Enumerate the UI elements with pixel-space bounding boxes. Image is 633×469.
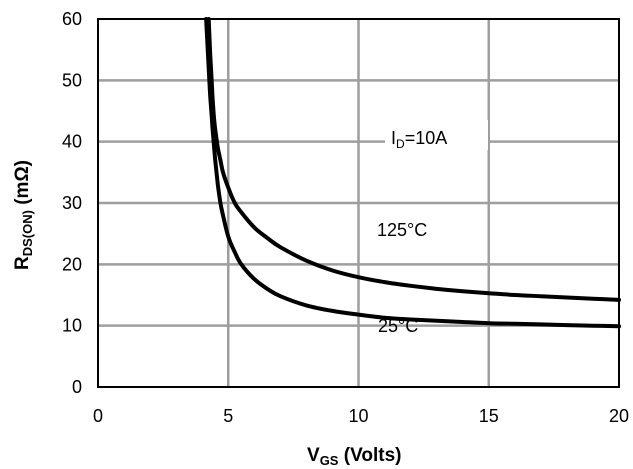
tick-labels: 0 5 10 15 20 0 10 20 30 40 50 60 bbox=[62, 9, 629, 426]
condition-label-background bbox=[385, 120, 488, 150]
y-tick-label: 60 bbox=[62, 9, 82, 29]
gridlines bbox=[98, 19, 619, 387]
condition-label: ID=10A bbox=[391, 128, 447, 151]
x-axis-title: VGS (Volts) bbox=[307, 445, 401, 468]
x-tick-label: 20 bbox=[609, 406, 629, 426]
y-tick-label: 40 bbox=[62, 132, 82, 152]
x-tick-label: 5 bbox=[223, 406, 233, 426]
label-25c: 25°C bbox=[378, 316, 418, 336]
curves bbox=[204, 17, 621, 329]
y-tick-label: 0 bbox=[72, 377, 82, 397]
x-tick-label: 10 bbox=[348, 406, 368, 426]
x-tick-label: 0 bbox=[93, 406, 103, 426]
series-line bbox=[204, 17, 621, 329]
y-tick-label: 30 bbox=[62, 193, 82, 213]
plot-frame bbox=[97, 18, 620, 388]
y-tick-label: 50 bbox=[62, 70, 82, 90]
y-axis-title: RDS(ON) (mΩ) bbox=[12, 160, 35, 270]
y-tick-label: 10 bbox=[62, 316, 82, 336]
y-tick-label: 20 bbox=[62, 254, 82, 274]
label-125c: 125°C bbox=[377, 220, 427, 240]
x-tick-label: 15 bbox=[479, 406, 499, 426]
series-line bbox=[206, 17, 621, 302]
